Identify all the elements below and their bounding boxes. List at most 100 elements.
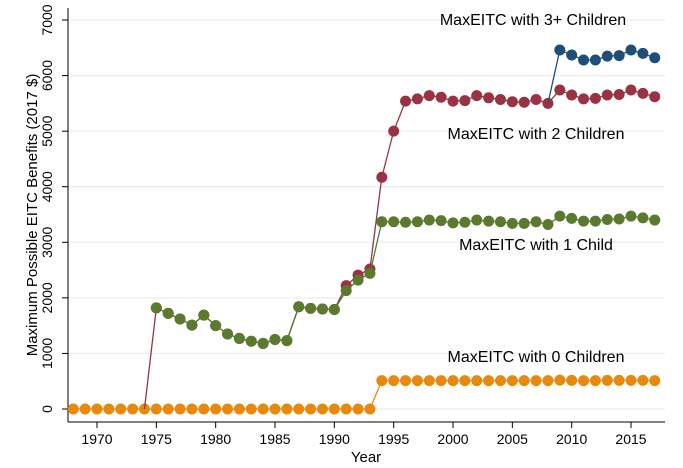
series-line <box>73 379 655 410</box>
data-point <box>150 302 162 314</box>
data-point <box>245 403 257 415</box>
data-point <box>435 375 447 387</box>
data-point <box>506 96 518 108</box>
data-point <box>530 216 542 228</box>
data-point <box>269 334 281 346</box>
x-tick-label: 1995 <box>378 431 409 447</box>
data-point <box>625 84 637 96</box>
data-point <box>103 403 115 415</box>
data-point <box>625 374 637 386</box>
data-point <box>127 403 139 415</box>
x-tick-label: 1990 <box>319 431 350 447</box>
series-label: MaxEITC with 1 Child <box>459 237 613 254</box>
data-point <box>613 50 625 62</box>
data-point <box>637 47 649 59</box>
data-point <box>388 216 400 228</box>
data-point <box>566 49 578 61</box>
data-point <box>376 216 388 228</box>
data-point <box>625 44 637 56</box>
y-axis-label: Maximum Possible EITC Benefits (2017 $) <box>24 74 41 357</box>
data-point <box>518 96 530 108</box>
data-point <box>589 375 601 387</box>
data-point <box>269 403 281 415</box>
data-point <box>589 54 601 66</box>
data-point <box>483 215 495 227</box>
data-point <box>459 375 471 387</box>
y-tick-label: 3000 <box>39 227 55 258</box>
data-point <box>222 403 234 415</box>
data-point <box>186 403 198 415</box>
x-axis-label: Year <box>351 449 381 466</box>
data-point <box>637 374 649 386</box>
data-point <box>649 214 661 226</box>
data-point <box>601 214 613 226</box>
y-tick-label: 7000 <box>39 4 55 35</box>
x-tick-label: 2015 <box>615 431 646 447</box>
data-point <box>388 125 400 137</box>
x-tick-label: 1985 <box>259 431 290 447</box>
data-point <box>423 90 435 102</box>
data-point <box>518 217 530 229</box>
series-line <box>156 215 655 345</box>
y-tick-label: 1000 <box>39 338 55 369</box>
x-tick-label: 2000 <box>437 431 468 447</box>
data-point <box>352 274 364 286</box>
data-point <box>316 403 328 415</box>
data-point <box>542 219 554 231</box>
y-tick-label: 0 <box>39 405 55 413</box>
data-point <box>186 319 198 331</box>
data-point <box>566 89 578 101</box>
data-point <box>566 212 578 224</box>
data-point <box>483 92 495 104</box>
data-point <box>613 213 625 225</box>
data-point <box>423 214 435 226</box>
data-point <box>376 375 388 387</box>
data-point <box>400 95 412 107</box>
series-line <box>547 49 655 104</box>
data-point <box>198 403 210 415</box>
data-point <box>459 95 471 107</box>
series-label: MaxEITC with 3+ Children <box>440 12 626 29</box>
data-point <box>494 93 506 105</box>
data-point <box>162 403 174 415</box>
data-point <box>233 332 245 344</box>
data-point <box>578 215 590 227</box>
data-point <box>637 212 649 224</box>
data-point <box>613 88 625 100</box>
data-point <box>566 374 578 386</box>
data-point <box>589 215 601 227</box>
data-point <box>447 375 459 387</box>
data-point <box>79 403 91 415</box>
data-point <box>649 375 661 387</box>
data-point <box>364 403 376 415</box>
data-point <box>340 403 352 415</box>
data-point <box>601 374 613 386</box>
x-tick-label: 1975 <box>141 431 172 447</box>
data-point <box>150 403 162 415</box>
data-point <box>554 374 566 386</box>
data-point <box>257 337 269 349</box>
data-point <box>506 375 518 387</box>
data-point <box>305 302 317 314</box>
data-point <box>637 87 649 99</box>
data-point <box>281 335 293 347</box>
data-point <box>222 328 234 340</box>
data-point <box>530 375 542 387</box>
data-point <box>423 375 435 387</box>
data-point <box>328 304 340 316</box>
x-tick-label: 2010 <box>556 431 587 447</box>
data-point <box>447 95 459 107</box>
data-point <box>400 216 412 228</box>
data-point <box>162 307 174 319</box>
data-point <box>471 375 483 387</box>
data-point <box>542 375 554 387</box>
data-point <box>554 210 566 222</box>
data-point <box>174 403 186 415</box>
data-point <box>233 403 245 415</box>
data-point <box>316 303 328 315</box>
data-point <box>578 93 590 105</box>
data-point <box>340 285 352 297</box>
data-point <box>518 375 530 387</box>
data-point <box>435 91 447 103</box>
